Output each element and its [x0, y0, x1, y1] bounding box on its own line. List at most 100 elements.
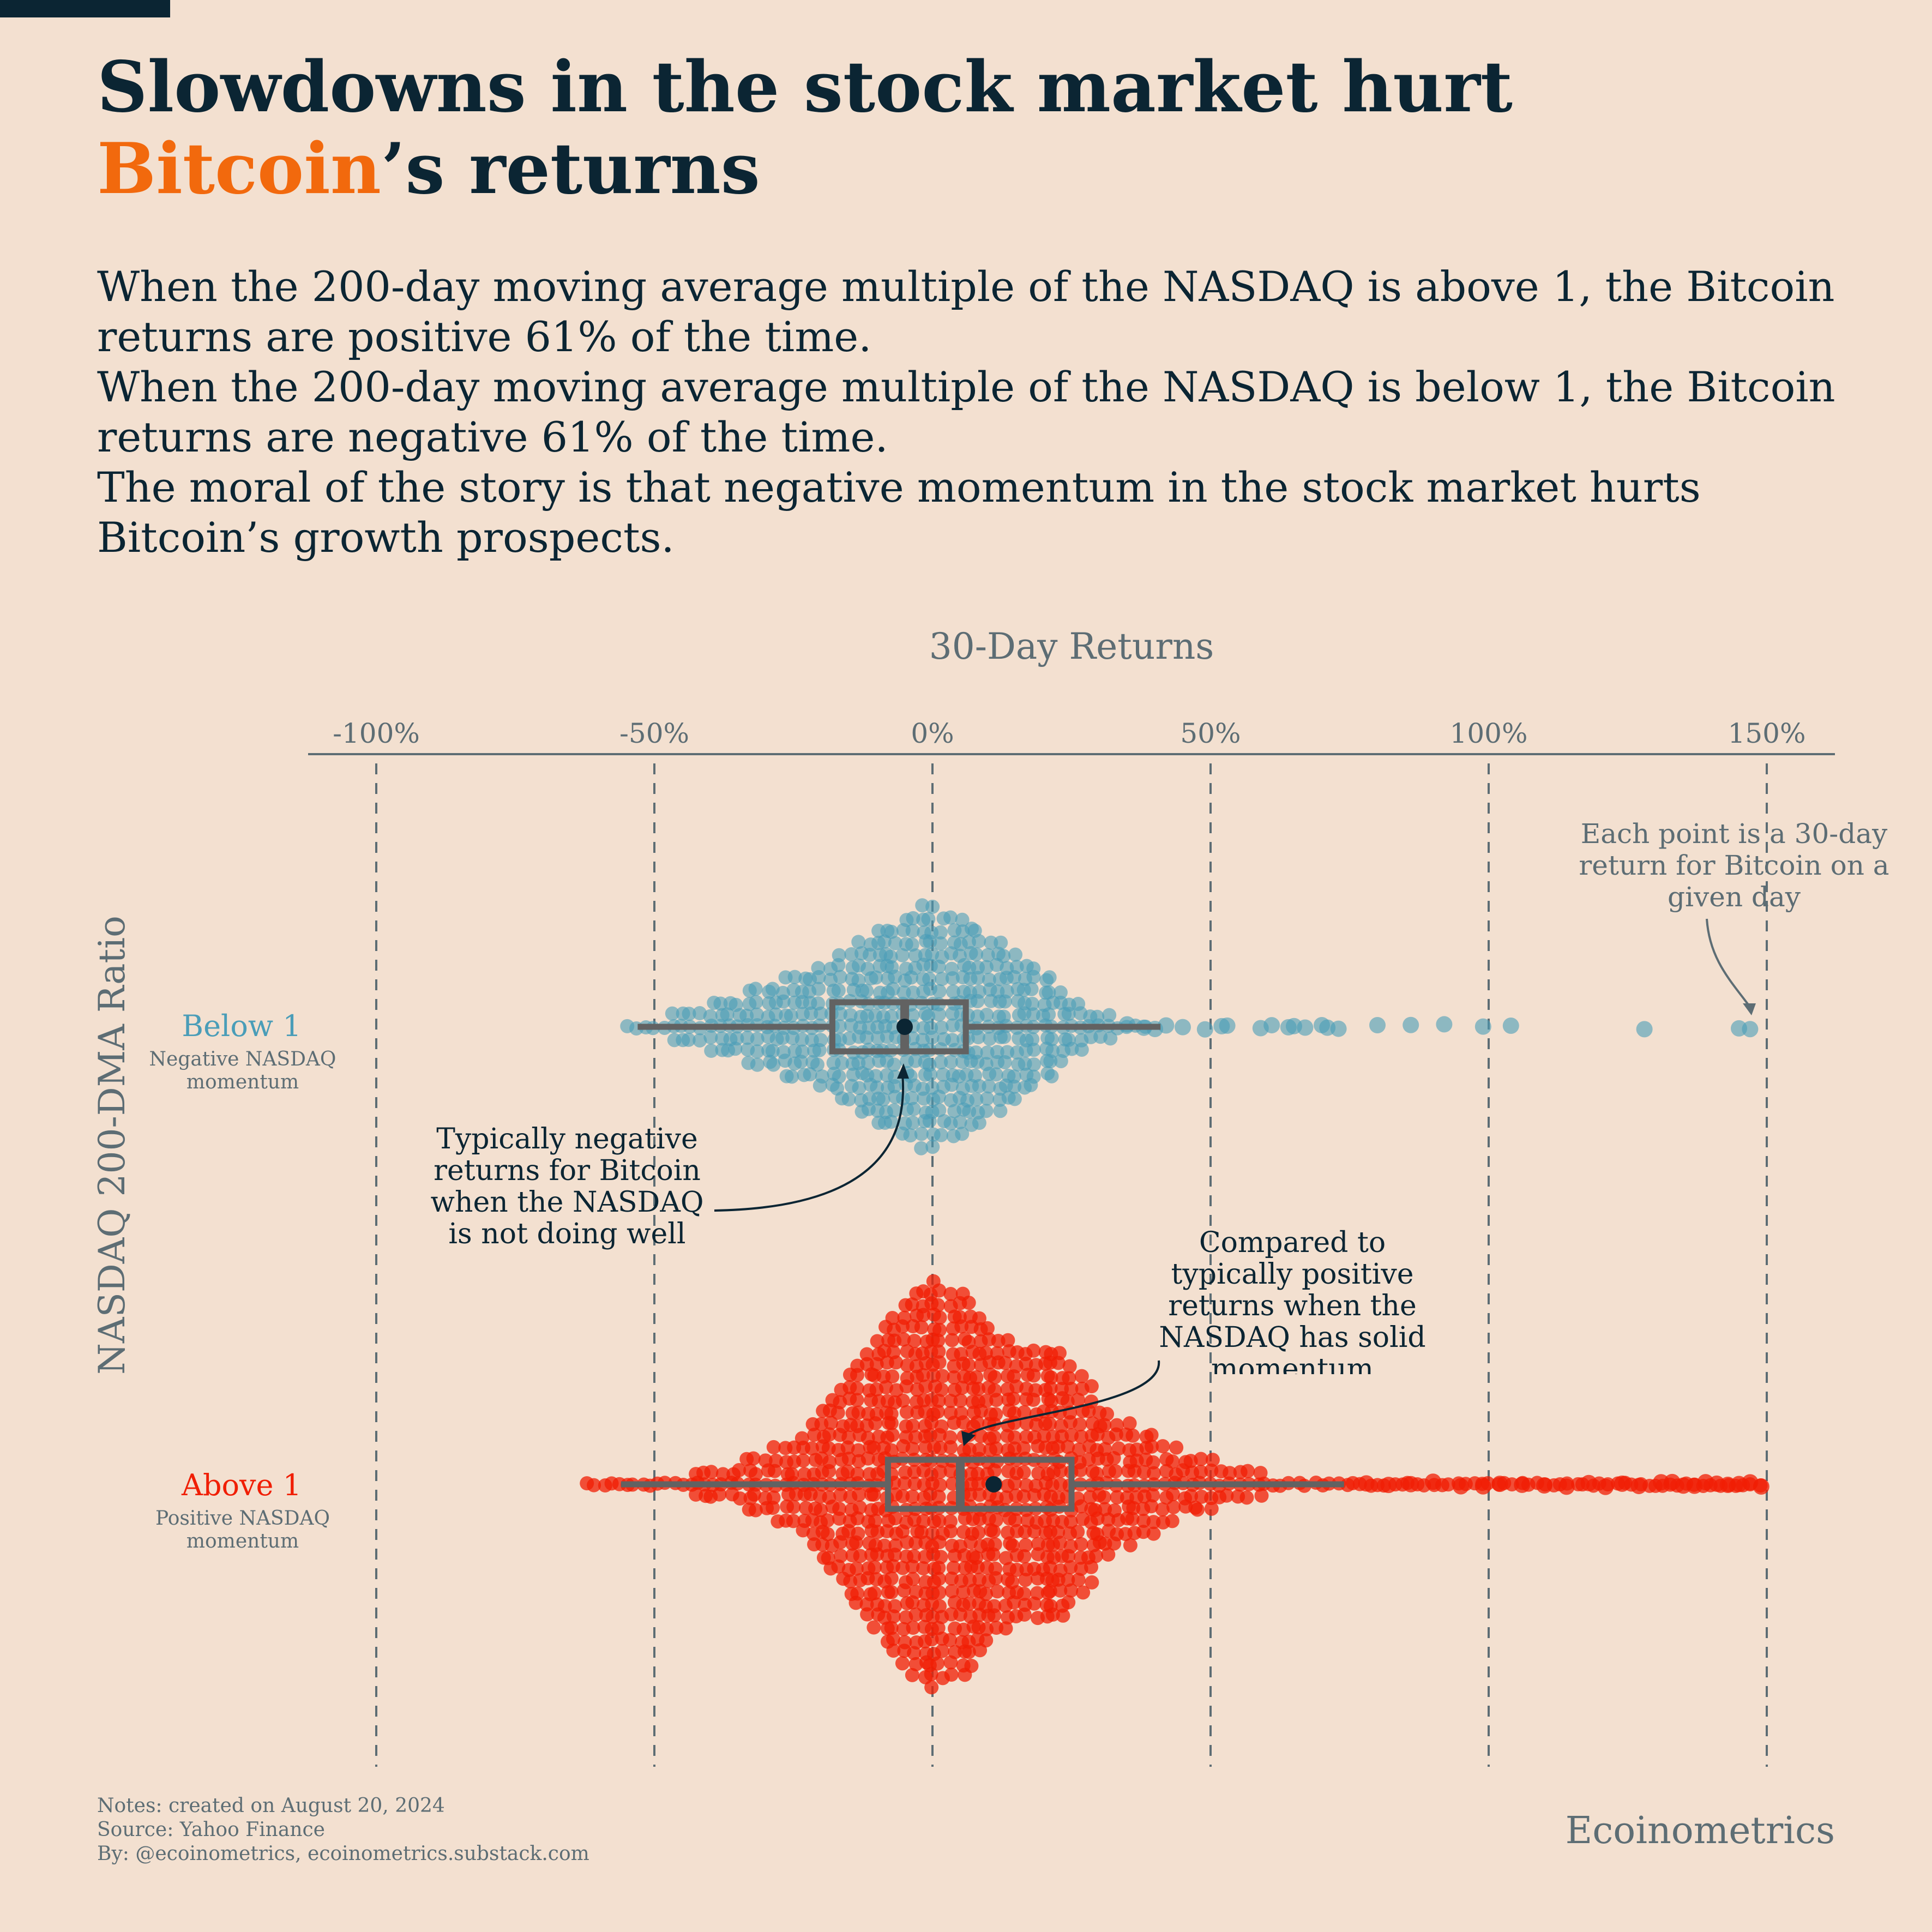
data-point: [859, 1597, 874, 1612]
data-point: [943, 910, 958, 925]
data-point: [1108, 1464, 1123, 1479]
data-point: [848, 1535, 863, 1550]
data-point: [961, 1335, 976, 1350]
data-point: [884, 1115, 899, 1129]
data-point: [907, 1333, 922, 1348]
data-point: [946, 1561, 961, 1575]
data-point: [888, 1511, 902, 1526]
data-point: [932, 1007, 947, 1022]
data-point: [946, 984, 961, 999]
data-point: [693, 1033, 707, 1048]
data-point: [934, 1020, 949, 1035]
data-point: [932, 1310, 947, 1325]
data-point: [1017, 1405, 1032, 1419]
chart-title: Slowdowns in the stock market hurt Bitco…: [97, 46, 1869, 210]
data-point: [885, 1428, 900, 1442]
x-tick-label: -100%: [333, 718, 420, 749]
data-point: [713, 996, 728, 1011]
data-point: [869, 970, 883, 985]
data-point: [1088, 1549, 1103, 1563]
data-point: [1110, 1490, 1124, 1504]
data-point: [932, 1322, 947, 1337]
data-point: [934, 1550, 948, 1564]
data-point: [1441, 1477, 1455, 1492]
data-point: [1165, 1514, 1179, 1528]
data-point: [887, 1057, 901, 1072]
data-point: [849, 1561, 864, 1576]
data-point: [934, 1419, 949, 1434]
data-point: [989, 1067, 1003, 1082]
data-point: [841, 1092, 856, 1107]
data-point: [1000, 984, 1014, 999]
data-point: [823, 1416, 838, 1430]
x-tick-label: 150%: [1728, 718, 1806, 749]
data-point: [1190, 1502, 1205, 1517]
data-point: [870, 1080, 884, 1095]
group-sublabel-above: Positive NASDAQ momentum: [155, 1507, 330, 1552]
data-point: [979, 1633, 994, 1648]
annotation-negative-wrap: Typically negative returns for Bitcoin w…: [430, 1123, 703, 1250]
data-point: [954, 1406, 968, 1421]
data-point: [933, 925, 948, 940]
data-point: [1007, 1595, 1021, 1610]
data-point: [884, 924, 899, 939]
data-point: [955, 1380, 970, 1395]
data-point: [905, 1091, 919, 1105]
data-point: [953, 1393, 968, 1408]
data-point: [1223, 1466, 1237, 1480]
data-point: [665, 1006, 679, 1021]
data-point: [944, 1333, 959, 1347]
data-point: [712, 1487, 727, 1502]
outlier-point: [1514, 1476, 1531, 1493]
annotation-arrowhead-each-point: [1743, 1003, 1756, 1015]
data-point: [1061, 1549, 1076, 1563]
data-point: [814, 1503, 828, 1518]
footer-notes: Notes: created on August 20, 2024 Source…: [97, 1794, 589, 1866]
data-point: [820, 1513, 835, 1528]
data-point: [961, 1645, 976, 1659]
group-label-below: Below 1: [182, 1009, 301, 1043]
data-point: [1074, 1537, 1088, 1551]
data-point: [1122, 1416, 1137, 1431]
data-point: [851, 1443, 865, 1458]
data-point: [884, 1443, 899, 1458]
outlier-point: [1536, 1477, 1552, 1494]
data-point: [1194, 1452, 1208, 1466]
data-point: [984, 935, 998, 950]
data-point: [914, 1141, 929, 1155]
outlier-point: [1614, 1475, 1630, 1492]
data-point: [982, 1079, 996, 1094]
data-point: [897, 1476, 912, 1491]
data-point: [944, 1668, 959, 1682]
x-tick-label: 0%: [911, 718, 954, 749]
data-point: [955, 912, 970, 927]
outlier-point: [1358, 1475, 1375, 1492]
outlier-point: [1742, 1021, 1759, 1038]
data-point: [704, 1044, 719, 1058]
data-point: [923, 1067, 938, 1082]
data-point: [1062, 1359, 1077, 1374]
outlier-point: [1403, 1016, 1419, 1033]
data-point: [1144, 1499, 1159, 1514]
data-point: [1026, 1343, 1041, 1358]
outlier-point: [1474, 1478, 1491, 1495]
data-point: [931, 1572, 946, 1586]
data-point: [833, 1535, 848, 1550]
data-point: [886, 1643, 901, 1658]
data-point: [1016, 1441, 1031, 1455]
data-point: [935, 972, 949, 986]
data-point: [835, 1056, 850, 1070]
data-point: [1071, 1573, 1086, 1587]
data-point: [850, 1467, 865, 1482]
data-point: [1007, 1092, 1022, 1106]
data-point: [848, 1596, 863, 1610]
data-point: [884, 1009, 899, 1024]
data-point: [1090, 1466, 1104, 1481]
data-point: [769, 1453, 784, 1468]
data-point: [906, 1102, 921, 1116]
data-point: [812, 1043, 827, 1057]
data-point: [943, 1406, 958, 1421]
data-point: [905, 1559, 920, 1574]
data-point: [1241, 1464, 1255, 1478]
data-point: [1024, 1078, 1038, 1092]
